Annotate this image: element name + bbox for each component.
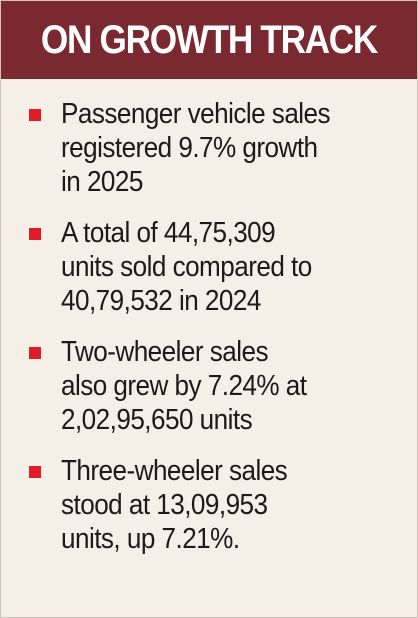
card-title: ON GROWTH TRACK [40, 17, 378, 62]
bullet-text: Passenger vehicle sales registered 9.7% … [61, 98, 331, 198]
square-bullet-icon [29, 109, 41, 121]
bullet-text: Two-wheeler sales also grew by 7.24% at … [61, 336, 307, 436]
square-bullet-icon [29, 466, 41, 478]
bullet-item-two-wheeler: Two-wheeler sales also grew by 7.24% at … [1, 335, 417, 437]
bullet-text: A total of 44,75,309 units sold compared… [61, 217, 312, 317]
bullet-item-total-units: A total of 44,75,309 units sold compared… [1, 216, 417, 318]
bullet-text: Three-wheeler sales stood at 13,09,953 u… [61, 455, 288, 555]
square-bullet-icon [29, 228, 41, 240]
bullet-item-three-wheeler: Three-wheeler sales stood at 13,09,953 u… [1, 454, 417, 556]
card-header: ON GROWTH TRACK [1, 1, 417, 79]
bullet-item-passenger-vehicle: Passenger vehicle sales registered 9.7% … [1, 97, 417, 199]
bullet-list: Passenger vehicle sales registered 9.7% … [1, 97, 417, 573]
square-bullet-icon [29, 347, 41, 359]
